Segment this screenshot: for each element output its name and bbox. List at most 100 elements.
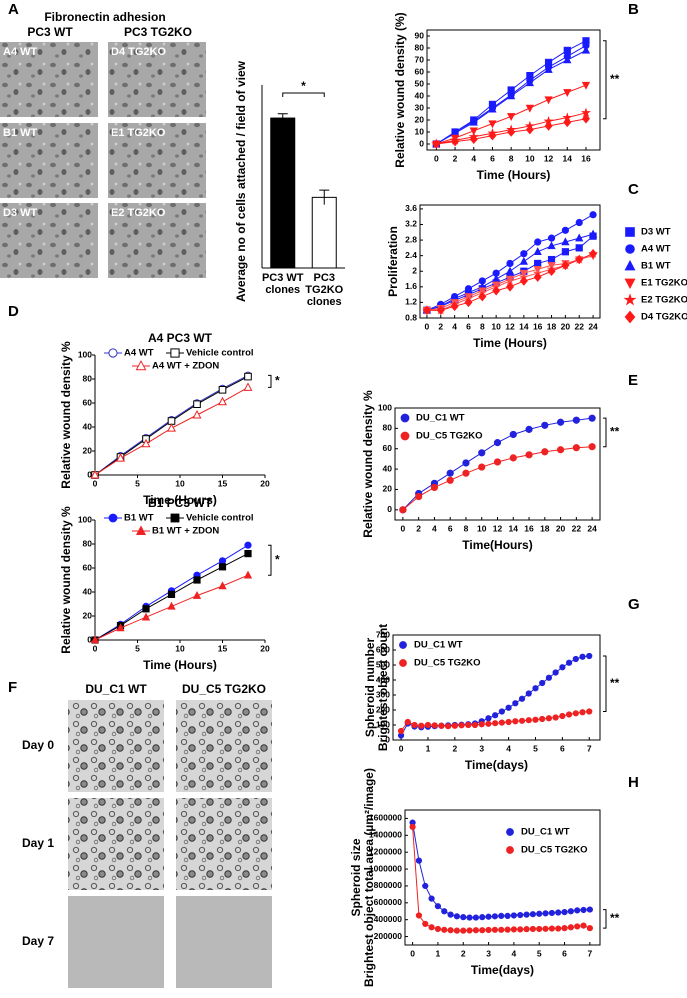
marker bbox=[492, 720, 499, 727]
micrograph-label: D4 TG2KO bbox=[111, 46, 166, 58]
x-tick-label: 16 bbox=[581, 153, 591, 163]
marker bbox=[556, 418, 565, 426]
marker bbox=[556, 446, 565, 454]
legend-label: A4 WT bbox=[124, 348, 154, 359]
y-tick-label: 60 bbox=[383, 443, 393, 453]
marker bbox=[505, 704, 512, 711]
x-tick-label: 4 bbox=[506, 743, 511, 753]
marker bbox=[491, 913, 499, 920]
marker bbox=[544, 96, 553, 105]
marker bbox=[548, 925, 555, 932]
marker bbox=[488, 130, 497, 141]
marker bbox=[563, 46, 571, 54]
y-tick-label: 100 bbox=[78, 349, 92, 359]
marker bbox=[460, 927, 467, 934]
y-tick-label: 500 bbox=[376, 659, 390, 669]
significance-bracket bbox=[603, 655, 607, 712]
marker bbox=[545, 715, 553, 722]
x-tick-label: 6 bbox=[448, 523, 453, 533]
x-tick-label: 6 bbox=[562, 948, 567, 958]
x-tick-label: 4 bbox=[512, 948, 517, 958]
marker bbox=[492, 712, 499, 719]
marker bbox=[488, 104, 497, 113]
y-tick-label: 700 bbox=[376, 629, 390, 639]
significance-bracket bbox=[268, 374, 272, 388]
x-tick-label: 16 bbox=[524, 523, 534, 533]
marker bbox=[450, 301, 459, 312]
column-label: PC3 TG2KO bbox=[124, 25, 192, 39]
y-tick-label: 30 bbox=[415, 102, 425, 112]
marker bbox=[539, 679, 546, 687]
plot-frame bbox=[426, 29, 601, 151]
legend-label: B1 WT bbox=[641, 261, 671, 272]
x-tick-label: 2 bbox=[453, 153, 458, 163]
marker bbox=[141, 612, 151, 621]
marker bbox=[525, 690, 532, 697]
marker bbox=[493, 458, 502, 466]
marker bbox=[588, 414, 596, 422]
x-tick-label: 2 bbox=[438, 321, 443, 331]
marker bbox=[399, 659, 407, 667]
legend-label: A4 WT + ZDON bbox=[152, 361, 219, 372]
significance-bracket bbox=[268, 544, 272, 576]
marker bbox=[218, 396, 227, 406]
marker bbox=[469, 134, 478, 144]
marker bbox=[471, 721, 479, 729]
marker bbox=[415, 857, 423, 864]
marker bbox=[547, 266, 556, 276]
micrograph-label: E2 TG2KO bbox=[111, 207, 166, 219]
marker bbox=[574, 907, 581, 914]
y-axis-label: Average no of cells attached / field of … bbox=[234, 60, 248, 302]
micrograph bbox=[0, 123, 98, 198]
marker bbox=[525, 451, 533, 459]
marker bbox=[561, 925, 568, 932]
marker bbox=[485, 913, 492, 920]
marker bbox=[472, 927, 480, 934]
marker bbox=[547, 241, 556, 250]
micrograph-label: B1 WT bbox=[3, 127, 38, 139]
x-axis-label: Time (Hours) bbox=[477, 168, 551, 182]
marker bbox=[478, 463, 486, 471]
marker bbox=[400, 413, 410, 423]
y-tick-label: 1000000 bbox=[369, 863, 402, 873]
x-axis-label: Time (Hours) bbox=[473, 336, 547, 350]
marker bbox=[561, 260, 570, 271]
marker bbox=[523, 911, 530, 918]
micrograph-label: E1 TG2KO bbox=[111, 127, 166, 139]
legend-label: Vehicle control bbox=[186, 348, 254, 359]
marker bbox=[422, 920, 429, 928]
marker bbox=[428, 895, 435, 902]
chart-title: A4 PC3 WT bbox=[148, 331, 213, 345]
x-tick-label: 0 bbox=[401, 523, 406, 533]
marker bbox=[625, 244, 635, 254]
x-tick-label: 4 bbox=[452, 321, 457, 331]
marker bbox=[623, 293, 637, 306]
marker bbox=[431, 722, 438, 729]
marker bbox=[589, 248, 598, 259]
marker bbox=[108, 513, 118, 523]
marker bbox=[507, 91, 516, 100]
marker bbox=[193, 400, 201, 408]
panel-letter: G bbox=[628, 596, 640, 613]
x-tick-label: 10 bbox=[491, 321, 501, 331]
micrograph bbox=[68, 798, 164, 890]
marker bbox=[498, 708, 505, 715]
y-tick-label: 70 bbox=[415, 54, 425, 64]
y-tick-label: 100 bbox=[78, 514, 92, 524]
y-tick-label: 40 bbox=[415, 90, 425, 100]
x-tick-label: 20 bbox=[260, 643, 270, 653]
legend-label: E1 TG2KO bbox=[641, 278, 687, 289]
significance-bracket bbox=[603, 40, 607, 120]
marker bbox=[525, 425, 533, 433]
marker bbox=[445, 723, 452, 730]
marker bbox=[561, 248, 569, 256]
x-tick-label: 7 bbox=[588, 948, 593, 958]
marker bbox=[498, 912, 505, 919]
y-tick-label: 20 bbox=[83, 445, 93, 455]
x-tick-label: 24 bbox=[588, 321, 598, 331]
annotation: ** bbox=[610, 911, 620, 925]
panel-letter: E bbox=[628, 372, 638, 389]
marker bbox=[116, 453, 125, 462]
